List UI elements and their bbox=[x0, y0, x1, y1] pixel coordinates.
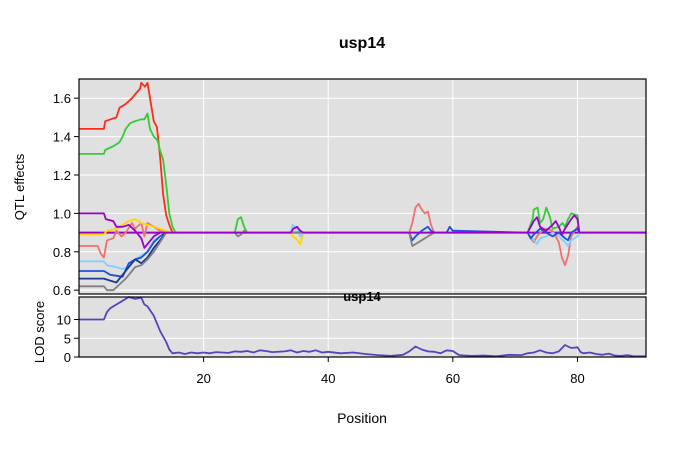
qtl-series-line-8 bbox=[79, 229, 435, 292]
qtl-y-tick-label: 1.4 bbox=[53, 130, 71, 145]
x-tick-label: 20 bbox=[196, 371, 210, 386]
qtl-series-line-4 bbox=[79, 218, 305, 246]
qtl-series-line-6 bbox=[79, 225, 581, 278]
qtl-series-line-9 bbox=[79, 212, 646, 249]
qtl-y-tick-label: 0.8 bbox=[53, 245, 71, 260]
lod-series-line bbox=[79, 296, 646, 358]
lod-plot-border bbox=[78, 296, 647, 358]
qtl-plot-background bbox=[79, 79, 646, 294]
qtl-y-axis-label: QTL effects bbox=[12, 153, 27, 220]
chart-title: usp14 bbox=[339, 35, 385, 52]
qtl-y-axis: 0.6 0.8 1.0 1.2 1.4 1.6 bbox=[53, 91, 79, 298]
qtl-series-line-3 bbox=[79, 202, 581, 267]
x-axis-label: Position bbox=[337, 410, 387, 426]
x-tick-label: 40 bbox=[321, 371, 335, 386]
lod-y-tick-label: 5 bbox=[64, 331, 71, 346]
qtl-y-tick-label: 0.6 bbox=[53, 283, 71, 298]
qtl-y-tick-label: 1.0 bbox=[53, 206, 71, 221]
lod-y-tick-label: 0 bbox=[64, 350, 71, 365]
qtl-effects-panel: 0.6 0.8 1.0 1.2 1.4 1.6 QTL effects bbox=[12, 78, 647, 298]
qtl-series-line-7 bbox=[79, 232, 167, 284]
lod-plot-background bbox=[79, 297, 646, 357]
lod-series-lines bbox=[79, 296, 646, 358]
lod-y-axis-label: LOD score bbox=[32, 301, 47, 363]
qtl-plot-border bbox=[78, 78, 647, 295]
qtl-series-line-1 bbox=[79, 81, 174, 233]
x-tick-label: 80 bbox=[570, 371, 584, 386]
lod-y-axis: 0 5 10 bbox=[57, 313, 79, 365]
qtl-y-tick-label: 1.2 bbox=[53, 168, 71, 183]
x-axis: 20 40 60 80 bbox=[196, 357, 585, 386]
qtl-grid bbox=[79, 79, 646, 294]
lod-y-tick-label: 10 bbox=[57, 313, 71, 328]
qtl-series-lines bbox=[79, 81, 646, 292]
x-tick-label: 60 bbox=[446, 371, 460, 386]
qtl-y-tick-label: 1.6 bbox=[53, 91, 71, 106]
